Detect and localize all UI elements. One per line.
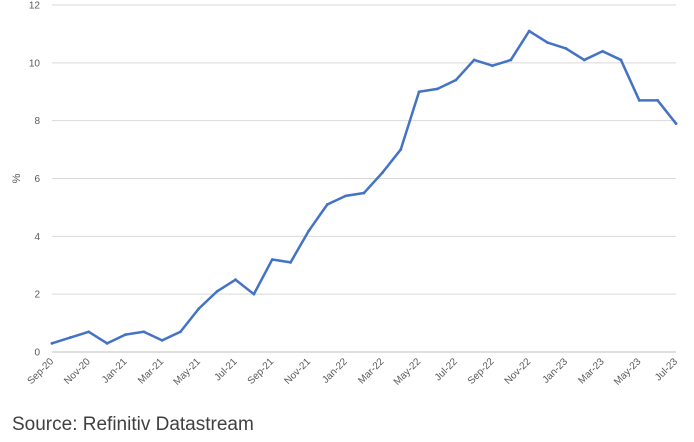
data-point <box>50 341 54 345</box>
x-tick-label: Sep-20 <box>26 356 57 387</box>
data-point <box>105 341 109 345</box>
y-tick-label: 8 <box>34 116 40 127</box>
data-point <box>454 78 458 82</box>
gridlines <box>52 4 676 295</box>
data-point <box>234 278 237 282</box>
data-point <box>215 289 219 293</box>
data-point <box>491 64 494 68</box>
data-point <box>325 203 329 206</box>
data-point <box>124 333 127 337</box>
data-point <box>601 49 604 53</box>
data-point <box>436 87 439 91</box>
series-line <box>50 29 678 345</box>
data-point <box>582 58 586 62</box>
y-tick-label: 10 <box>29 58 41 69</box>
data-point <box>160 339 164 342</box>
y-tick-label: 4 <box>34 232 40 243</box>
x-tick-label: Nov-21 <box>282 356 313 387</box>
x-tick-label: Sep-21 <box>246 356 277 387</box>
x-tick-label: Jan-21 <box>100 356 130 386</box>
data-point <box>674 122 678 125</box>
data-point <box>546 41 549 44</box>
x-tick-label: Jul-23 <box>653 356 680 383</box>
data-point <box>68 336 72 339</box>
y-tick-label: 0 <box>34 348 40 359</box>
data-point <box>564 46 568 50</box>
x-tick-label: Mar-21 <box>136 356 166 386</box>
x-tick-label: Jan-22 <box>320 356 350 386</box>
data-point <box>417 90 421 94</box>
data-point <box>179 330 182 334</box>
x-tick-label: Jan-23 <box>541 356 571 386</box>
x-tick-label: Mar-22 <box>356 356 386 386</box>
x-tick-label: May-21 <box>172 356 204 388</box>
y-tick-label: 12 <box>29 1 41 12</box>
data-point <box>380 171 384 175</box>
x-tick-label: Mar-23 <box>577 356 607 386</box>
data-point <box>619 58 623 62</box>
data-point <box>637 99 641 102</box>
x-tick-label: Sep-22 <box>466 356 497 387</box>
data-point <box>252 292 256 296</box>
y-tick-label: 2 <box>34 290 40 301</box>
y-tick-label: 6 <box>34 174 40 185</box>
data-point <box>527 29 531 33</box>
source-note: Source: Refinitiv Datastream <box>12 414 254 435</box>
data-point <box>142 330 146 334</box>
data-point <box>362 191 366 195</box>
x-tick-label: May-22 <box>392 356 424 388</box>
data-point <box>289 260 292 264</box>
y-axis-ticks: 0 2 4 6 8 10 12 <box>29 1 41 359</box>
x-tick-label: Jul-21 <box>213 356 240 383</box>
data-point <box>344 194 348 198</box>
data-point <box>509 58 513 62</box>
y-axis-label: % <box>11 173 23 183</box>
x-tick-label: Jul-22 <box>433 356 460 383</box>
data-point <box>472 58 476 62</box>
data-point <box>399 148 403 151</box>
x-tick-label: Nov-22 <box>503 356 534 387</box>
data-point <box>270 258 274 261</box>
series-group <box>50 29 678 345</box>
data-point <box>656 99 660 102</box>
data-point <box>307 229 311 232</box>
data-point <box>197 307 201 311</box>
x-axis-ticks: Sep-20 Nov-20 Jan-21 Mar-21 May-21 Jul-21 Sep-… <box>26 356 681 388</box>
data-point <box>87 330 91 334</box>
x-tick-label: Nov-20 <box>62 356 93 387</box>
x-tick-label: May-23 <box>612 356 644 388</box>
